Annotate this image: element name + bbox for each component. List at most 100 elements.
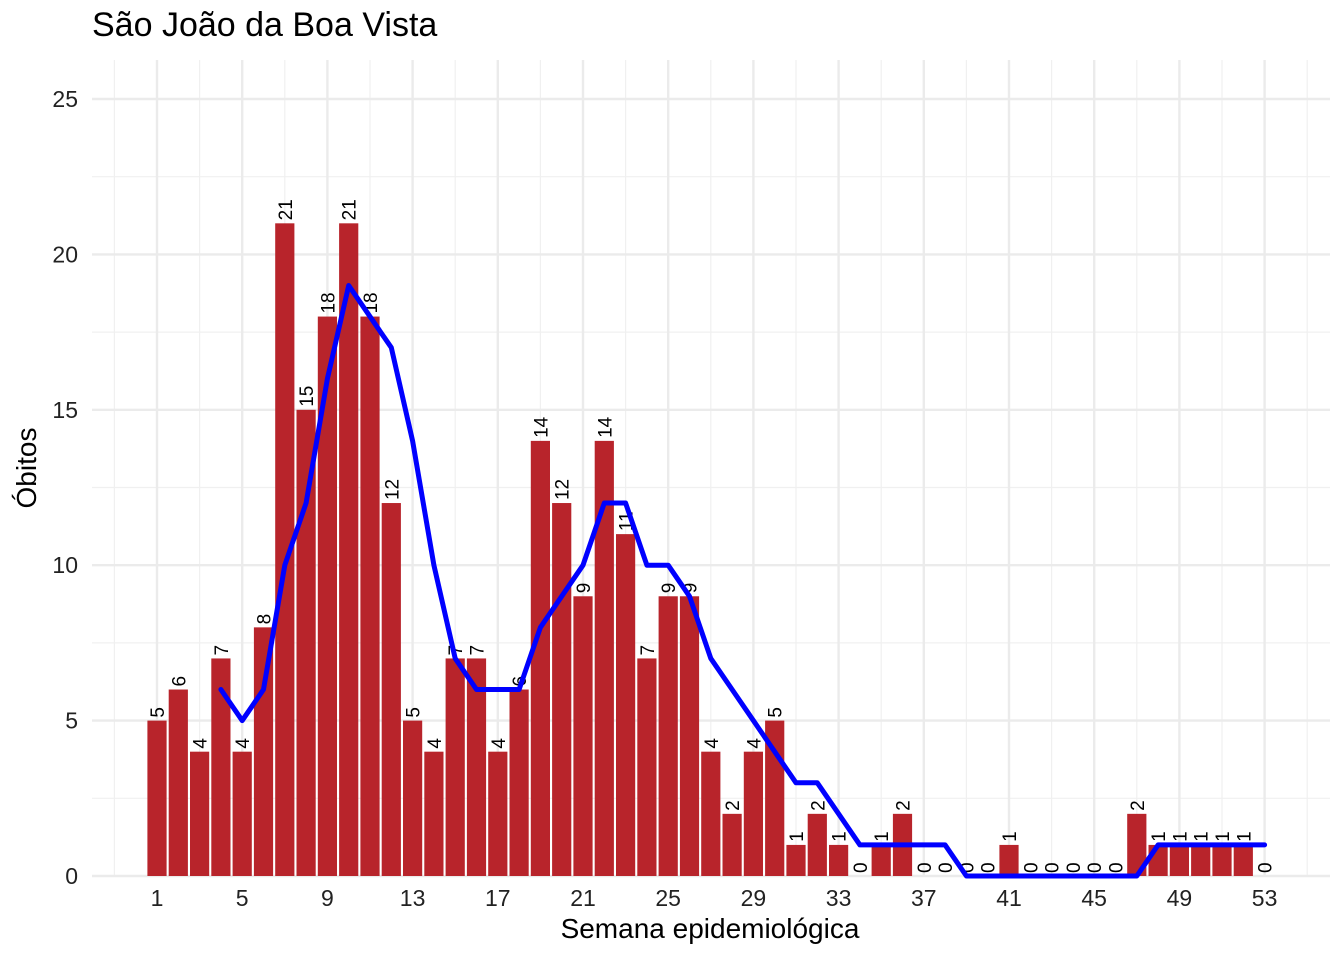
bar-value-label: 0 <box>1043 862 1064 873</box>
bar <box>1127 813 1147 876</box>
bar-value-label: 0 <box>979 862 1000 873</box>
y-tick-label: 0 <box>65 863 78 889</box>
bar-value-label: 5 <box>404 707 425 718</box>
bar <box>317 316 337 876</box>
x-tick-label: 33 <box>826 885 852 911</box>
x-tick-label: 53 <box>1252 885 1278 911</box>
bar-value-label: 0 <box>1021 862 1042 873</box>
bar-value-label: 9 <box>681 583 702 594</box>
bar-value-label: 9 <box>574 583 595 594</box>
bar <box>679 596 700 876</box>
y-axis-title: Óbitos <box>11 428 42 509</box>
bar-value-label: 9 <box>659 583 680 594</box>
bar-value-label: 1 <box>1234 831 1255 842</box>
bar-value-label: 14 <box>595 416 616 438</box>
bar-value-label: 2 <box>723 800 744 811</box>
bar <box>1148 844 1168 876</box>
x-tick-label: 9 <box>321 885 334 911</box>
y-axis-ticks: 0 5 10 15 20 25 <box>52 86 78 889</box>
bar-value-label: 1 <box>1192 831 1213 842</box>
bar <box>722 813 742 876</box>
bar-value-label: 4 <box>233 738 254 749</box>
bar-value-label: 1 <box>1213 831 1234 842</box>
bar-value-label: 1 <box>830 831 851 842</box>
bar <box>871 844 891 876</box>
bar <box>253 627 274 876</box>
bar-value-label: 2 <box>1128 800 1149 811</box>
bar <box>339 223 359 876</box>
bar-value-label: 0 <box>936 862 957 873</box>
bar-value-label: 4 <box>425 738 446 749</box>
bar <box>445 658 465 876</box>
bar-value-label: 14 <box>531 416 552 438</box>
bar-value-label: 5 <box>766 707 787 718</box>
bar-value-label: 6 <box>169 676 190 687</box>
bar <box>829 844 849 876</box>
bar-value-label: 7 <box>446 645 467 656</box>
bar <box>1212 844 1232 876</box>
bar-value-label: 7 <box>638 645 659 656</box>
x-tick-label: 25 <box>655 885 681 911</box>
bar <box>786 844 806 876</box>
bar-value-label: 21 <box>340 199 361 220</box>
x-tick-label: 1 <box>151 885 164 911</box>
bar-value-label: 15 <box>297 386 318 407</box>
bar-value-label: 8 <box>255 614 276 625</box>
bar <box>573 596 593 876</box>
x-tick-label: 37 <box>911 885 937 911</box>
x-tick-label: 13 <box>400 885 426 911</box>
bar-value-label: 0 <box>851 862 872 873</box>
bar-value-label: 0 <box>915 862 936 873</box>
bar <box>403 720 423 876</box>
moving-average-line <box>218 283 1268 879</box>
bar-value-label: 4 <box>489 738 510 749</box>
bar <box>466 658 487 876</box>
chart-title: São João da Boa Vista <box>92 6 438 44</box>
x-tick-label: 5 <box>236 885 249 911</box>
bar-value-label: 0 <box>1256 862 1277 873</box>
y-tick-label: 15 <box>52 397 78 423</box>
bar <box>530 440 550 876</box>
bar <box>658 596 678 876</box>
bar <box>190 751 210 876</box>
bar <box>232 751 252 876</box>
bar-value-label: 7 <box>468 645 489 656</box>
bar <box>488 751 508 876</box>
y-tick-label: 20 <box>52 241 78 267</box>
y-tick-label: 5 <box>65 708 78 734</box>
bar-value-label: 18 <box>318 292 339 313</box>
bar <box>509 689 529 876</box>
bar <box>381 503 401 876</box>
x-tick-label: 29 <box>741 885 767 911</box>
bar-value-label: 5 <box>148 707 169 718</box>
bar <box>616 534 636 876</box>
bar <box>552 503 572 876</box>
bar-value-label: 7 <box>212 645 233 656</box>
bar-value-label: 0 <box>1107 862 1128 873</box>
bar <box>147 720 167 876</box>
bar <box>211 658 231 876</box>
bar <box>701 751 721 876</box>
bar <box>1191 844 1211 876</box>
x-tick-label: 49 <box>1167 885 1193 911</box>
bars <box>147 223 1253 876</box>
bar-value-label: 1 <box>1149 831 1170 842</box>
bar <box>1233 844 1253 876</box>
bar-value-label: 1 <box>1000 831 1021 842</box>
bar-value-label: 12 <box>382 479 403 500</box>
bar-value-label: 4 <box>744 738 765 749</box>
bar-value-label: 0 <box>1085 862 1106 873</box>
bar <box>999 844 1019 876</box>
bar-value-label: 0 <box>957 862 978 873</box>
x-tick-label: 21 <box>570 885 596 911</box>
bar-value-label: 1 <box>872 831 893 842</box>
x-tick-label: 45 <box>1081 885 1107 911</box>
bar-value-label: 1 <box>787 831 808 842</box>
bar-value-label: 4 <box>702 738 723 749</box>
x-tick-label: 41 <box>996 885 1022 911</box>
bar-value-label: 0 <box>1064 862 1085 873</box>
bar <box>807 813 827 876</box>
bar-value-label: 12 <box>553 479 574 500</box>
